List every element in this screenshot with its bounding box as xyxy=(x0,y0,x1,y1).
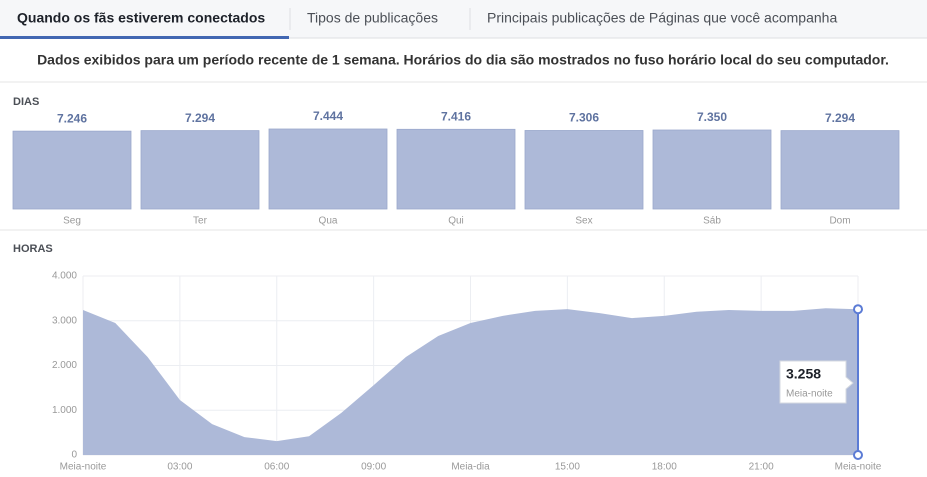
bar xyxy=(652,129,772,210)
notice: Dados exibidos para um período recente d… xyxy=(37,52,889,68)
tab[interactable]: Tipos de publicações xyxy=(307,10,438,26)
active-tab-indicator xyxy=(0,36,289,39)
data-label: 7.306 xyxy=(569,111,599,125)
bar xyxy=(268,128,388,210)
x-tick-label: 06:00 xyxy=(264,462,289,473)
bar xyxy=(780,130,900,210)
x-tick-label: 09:00 xyxy=(361,462,386,473)
hover-point xyxy=(853,304,863,315)
data-label: 7.294 xyxy=(825,111,855,125)
hover-base xyxy=(853,450,863,460)
x-tick-label: Seg xyxy=(63,216,81,227)
y-tick-label: 0 xyxy=(71,450,77,461)
x-tick-label: 15:00 xyxy=(555,462,580,473)
tab-bar xyxy=(0,0,927,38)
data-label: 7.350 xyxy=(697,110,727,124)
tab[interactable]: Quando os fãs estiverem conectados xyxy=(17,10,265,26)
x-tick-label: Sex xyxy=(575,216,592,227)
x-tick-label: Qui xyxy=(448,216,464,227)
bar xyxy=(140,130,260,210)
x-tick-label: Meia-noite xyxy=(60,462,107,473)
data-label: 7.444 xyxy=(313,109,343,123)
data-label: 7.246 xyxy=(57,111,87,125)
y-tick-label: 4.000 xyxy=(52,271,77,282)
x-tick-label: Qua xyxy=(319,216,338,227)
y-tick-label: 1.000 xyxy=(52,405,77,416)
chart-title: DIAS xyxy=(13,96,39,108)
tab[interactable]: Principais publicações de Páginas que vo… xyxy=(487,10,837,26)
chart-title: HORAS xyxy=(13,243,53,255)
x-tick-label: Sáb xyxy=(703,216,721,227)
x-tick-label: 18:00 xyxy=(652,462,677,473)
y-tick-label: 2.000 xyxy=(52,360,77,371)
data-label: 7.416 xyxy=(441,109,471,123)
area xyxy=(83,308,858,455)
x-tick-label: 21:00 xyxy=(749,462,774,473)
x-tick-label: Meia-noite xyxy=(835,462,882,473)
data-label: 7.294 xyxy=(185,111,215,125)
x-tick-label: Ter xyxy=(193,216,208,227)
tooltip xyxy=(779,360,854,404)
bar xyxy=(524,130,644,210)
y-tick-label: 3.000 xyxy=(52,315,77,326)
bar xyxy=(12,130,132,210)
bar xyxy=(396,128,516,210)
tooltip-time: Meia-noite xyxy=(786,389,833,400)
x-tick-label: Dom xyxy=(829,216,850,227)
x-tick-label: 03:00 xyxy=(167,462,192,473)
tooltip-value: 3.258 xyxy=(786,366,821,382)
x-tick-label: Meia-dia xyxy=(451,462,490,473)
